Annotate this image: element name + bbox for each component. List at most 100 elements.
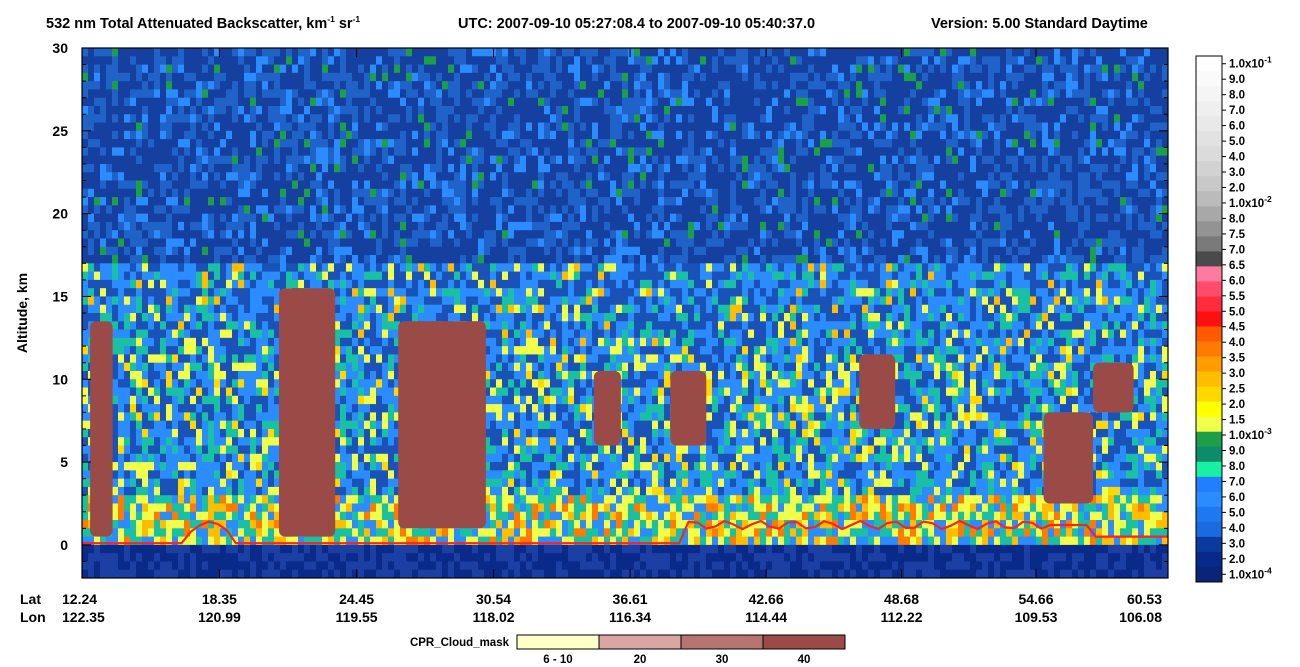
heatmap-cell — [202, 520, 209, 529]
heatmap-cell — [514, 321, 521, 330]
heatmap-cell — [340, 313, 347, 322]
heatmap-cell — [340, 296, 347, 306]
heatmap-cell — [346, 163, 353, 173]
heatmap-cell — [418, 279, 425, 289]
heatmap-cell — [370, 288, 377, 297]
heatmap-cell — [406, 246, 413, 256]
heatmap-cell — [280, 155, 287, 165]
heatmap-cell — [382, 313, 389, 322]
heatmap-cell — [508, 172, 515, 181]
heatmap-cell — [508, 139, 515, 148]
heatmap-cell — [340, 255, 347, 264]
heatmap-cell — [424, 205, 431, 215]
heatmap-cell — [406, 56, 413, 65]
heatmap-cell — [166, 379, 173, 388]
heatmap-cell — [382, 279, 389, 289]
heatmap-cell — [208, 370, 215, 380]
heatmap-cell — [436, 553, 443, 562]
heatmap-cell — [424, 263, 431, 272]
heatmap-cell — [454, 544, 461, 554]
heatmap-cell — [118, 64, 125, 74]
heatmap-cell — [202, 172, 209, 181]
heatmap-cell — [106, 139, 113, 148]
heatmap-cell — [352, 528, 359, 537]
heatmap-cell — [238, 238, 245, 248]
heatmap-cell — [232, 478, 239, 488]
heatmap-cell — [124, 172, 131, 181]
heatmap-cell — [538, 462, 545, 471]
heatmap-cell — [160, 437, 167, 446]
heatmap-cell — [304, 279, 311, 289]
heatmap-cell — [142, 462, 149, 471]
heatmap-cell — [544, 404, 551, 413]
heatmap-cell — [436, 536, 443, 546]
heatmap-cell — [196, 387, 203, 397]
heatmap-cell — [490, 495, 497, 504]
heatmap-cell — [172, 486, 179, 496]
heatmap-cell — [364, 97, 371, 107]
heatmap-cell — [430, 56, 437, 65]
heatmap-cell — [262, 155, 269, 165]
heatmap-cell — [490, 395, 497, 405]
heatmap-cell — [142, 569, 149, 579]
heatmap-cell — [334, 105, 341, 115]
heatmap-cell — [256, 64, 263, 74]
heatmap-cell — [460, 122, 467, 132]
heatmap-cell — [124, 544, 131, 554]
heatmap-cell — [412, 213, 419, 223]
heatmap-cell — [520, 395, 527, 405]
heatmap-cell — [148, 337, 155, 347]
heatmap-cell — [346, 528, 353, 537]
heatmap-cell — [334, 321, 341, 330]
heatmap-cell — [166, 180, 173, 190]
heatmap-cell — [514, 155, 521, 165]
heatmap-cell — [250, 478, 257, 488]
heatmap-cell — [496, 279, 503, 289]
heatmap-cell — [364, 263, 371, 272]
heatmap-cell — [322, 238, 329, 248]
heatmap-cell — [346, 329, 353, 339]
heatmap-cell — [118, 362, 125, 372]
heatmap-cell — [382, 486, 389, 496]
heatmap-cell — [544, 379, 551, 388]
heatmap-cell — [232, 544, 239, 554]
heatmap-cell — [226, 453, 233, 463]
heatmap-cell — [160, 453, 167, 463]
heatmap-cell — [238, 321, 245, 330]
heatmap-cell — [244, 404, 251, 413]
heatmap-cell — [472, 155, 479, 165]
heatmap-cell — [130, 470, 137, 480]
heatmap-cell — [118, 122, 125, 132]
heatmap-cell — [472, 221, 479, 231]
heatmap-cell — [526, 453, 533, 463]
heatmap-cell — [310, 544, 317, 554]
heatmap-cell — [472, 64, 479, 74]
heatmap-cell — [352, 89, 359, 99]
heatmap-cell — [490, 329, 497, 339]
heatmap-cell — [88, 304, 95, 314]
heatmap-cell — [520, 81, 527, 90]
heatmap-cell — [334, 213, 341, 223]
heatmap-cell — [280, 279, 287, 289]
heatmap-cell — [298, 172, 305, 181]
heatmap-cell — [478, 172, 485, 181]
heatmap-cell — [112, 246, 119, 256]
heatmap-cell — [124, 288, 131, 297]
heatmap-cell — [304, 263, 311, 272]
heatmap-cell — [214, 561, 221, 571]
heatmap-cell — [514, 213, 521, 223]
heatmap-cell — [88, 89, 95, 99]
heatmap-cell — [412, 97, 419, 107]
heatmap-cell — [394, 370, 401, 380]
heatmap-cell — [220, 263, 227, 272]
heatmap-cell — [394, 470, 401, 480]
heatmap-cell — [358, 221, 365, 231]
heatmap-cell — [340, 544, 347, 554]
heatmap-cell — [112, 97, 119, 107]
heatmap-cell — [280, 122, 287, 132]
heatmap-cell — [130, 205, 137, 215]
heatmap-cell — [364, 81, 371, 90]
heatmap-cell — [214, 536, 221, 546]
heatmap-cell — [334, 130, 341, 140]
heatmap-cell — [316, 97, 323, 107]
